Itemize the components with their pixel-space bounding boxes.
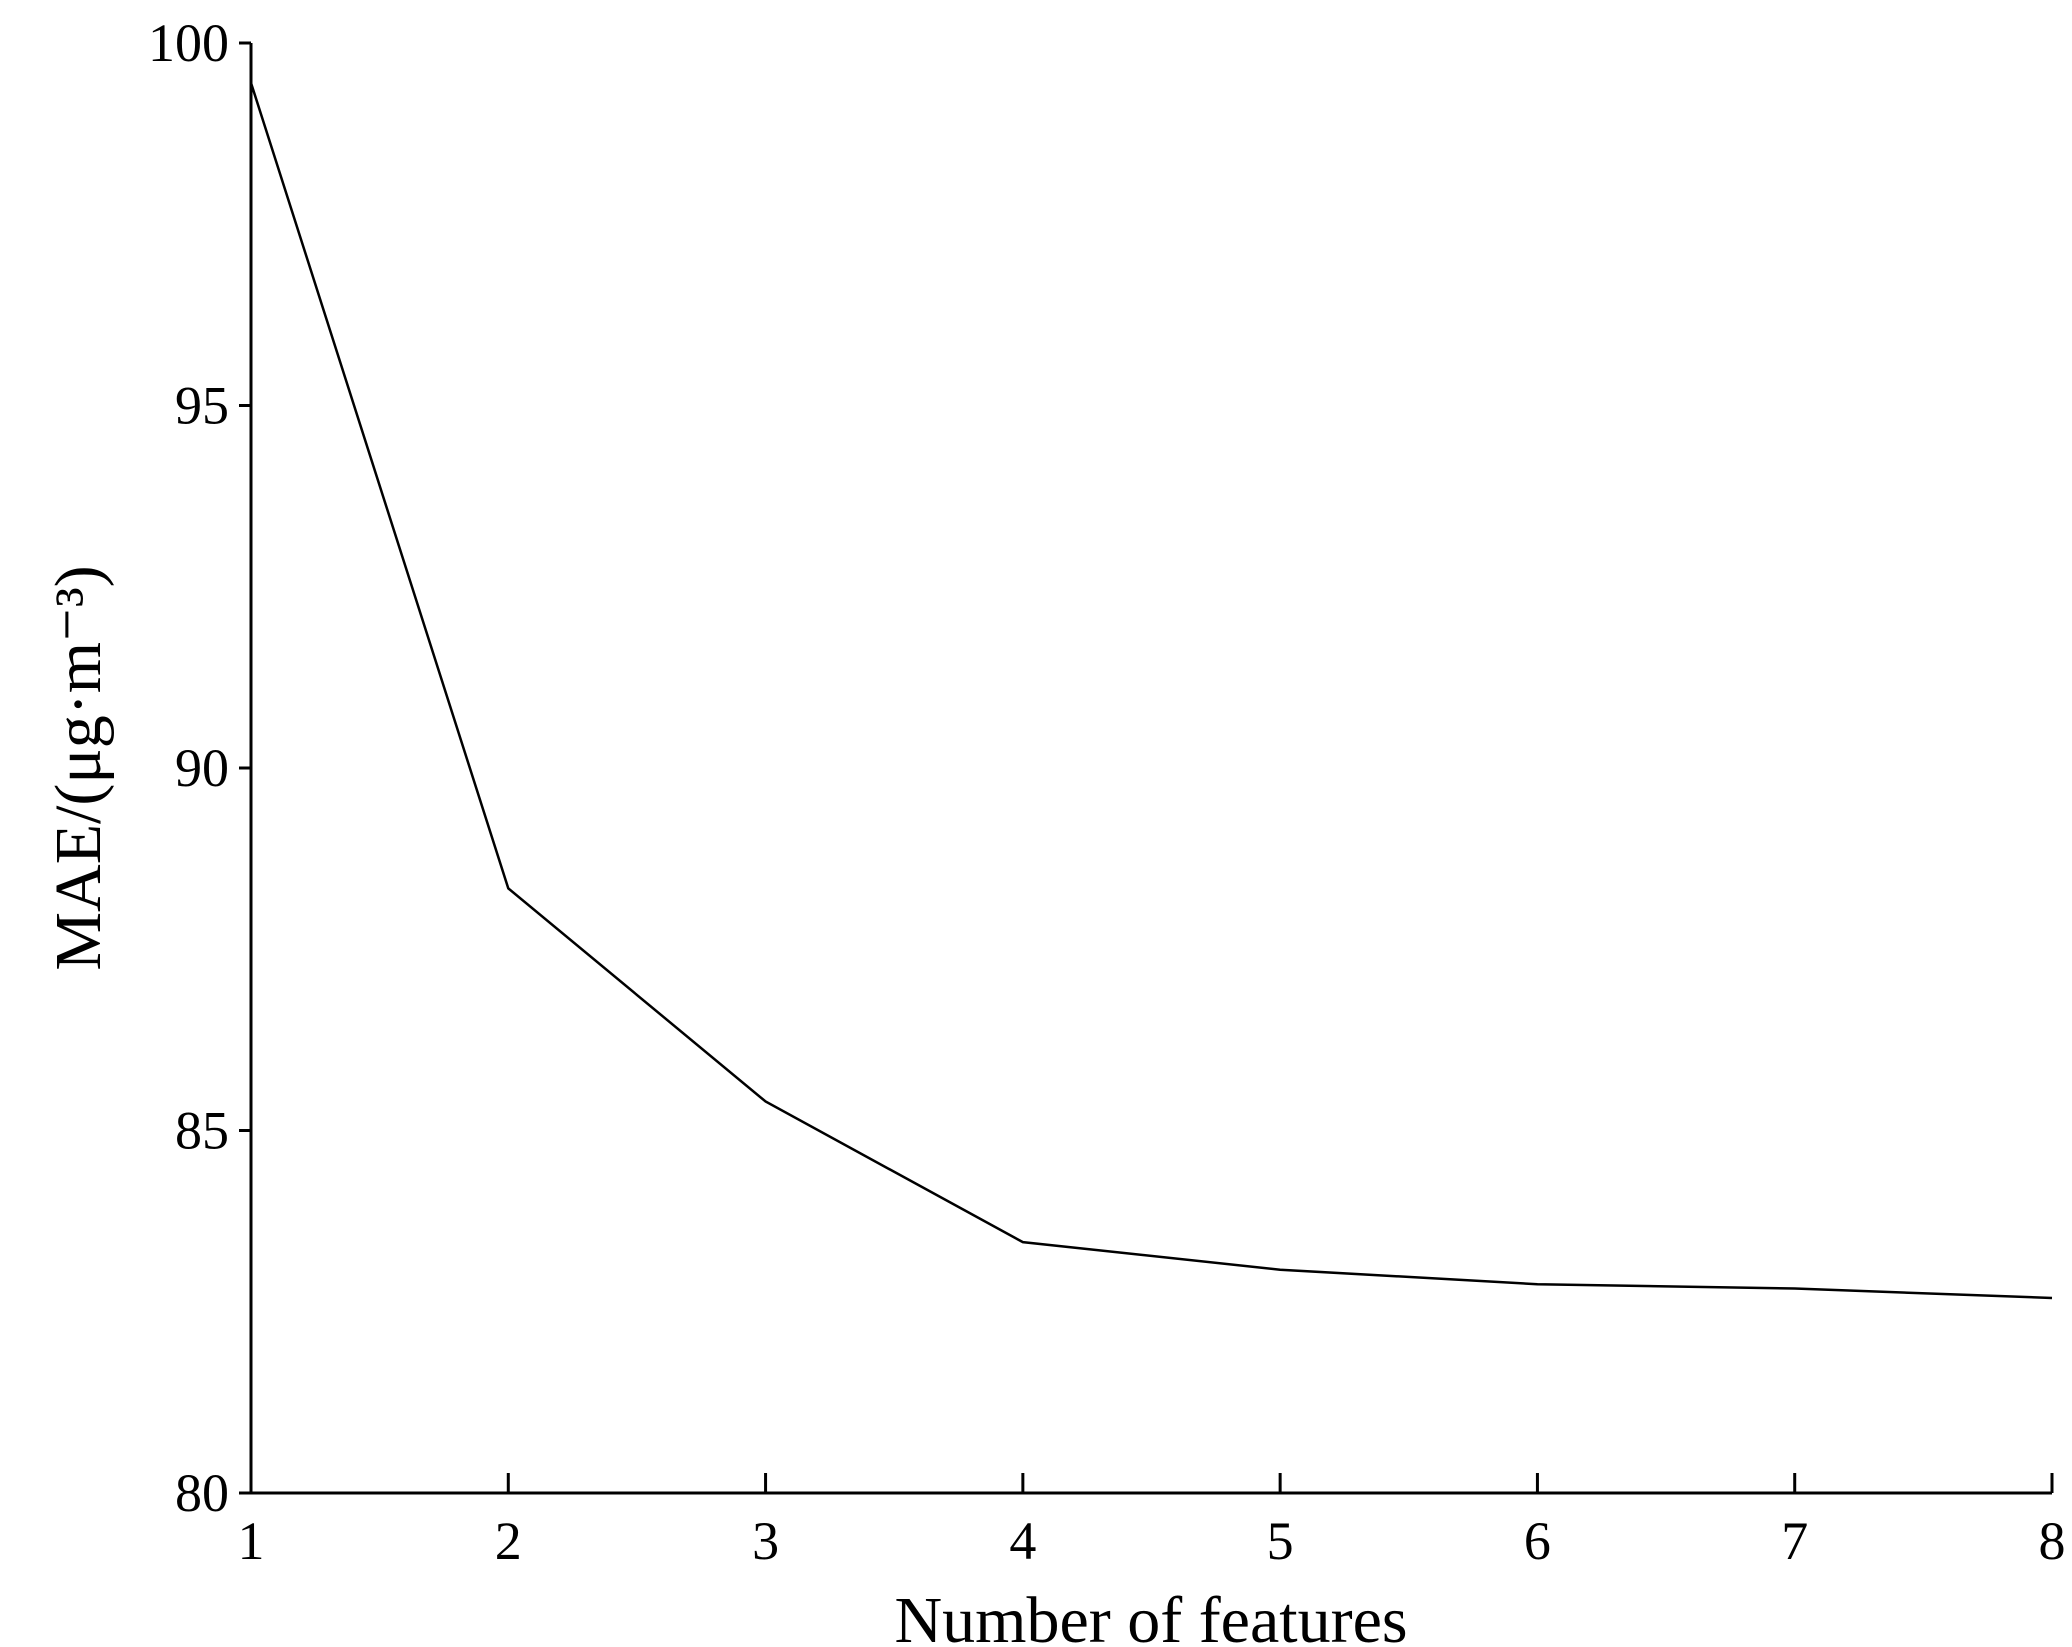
y-tick-label: 95 bbox=[175, 376, 229, 436]
y-tick-label: 90 bbox=[175, 738, 229, 798]
y-tick-label: 80 bbox=[175, 1463, 229, 1523]
x-tick-label: 7 bbox=[1781, 1511, 1808, 1571]
y-tick-label: 100 bbox=[148, 13, 229, 73]
x-tick-label: 2 bbox=[495, 1511, 522, 1571]
y-tick-label: 85 bbox=[175, 1101, 229, 1161]
x-tick-label: 3 bbox=[752, 1511, 779, 1571]
x-tick-label: 4 bbox=[1009, 1511, 1036, 1571]
x-tick-label: 5 bbox=[1267, 1511, 1294, 1571]
x-tick-label: 6 bbox=[1524, 1511, 1551, 1571]
x-tick-label: 1 bbox=[238, 1511, 265, 1571]
x-axis-label: Number of features bbox=[894, 1584, 1407, 1647]
line bbox=[249, 82, 2053, 1300]
x-tick-label: 8 bbox=[2039, 1511, 2066, 1571]
y-axis-label: MAE/(μg·m⁻³) bbox=[42, 565, 115, 970]
